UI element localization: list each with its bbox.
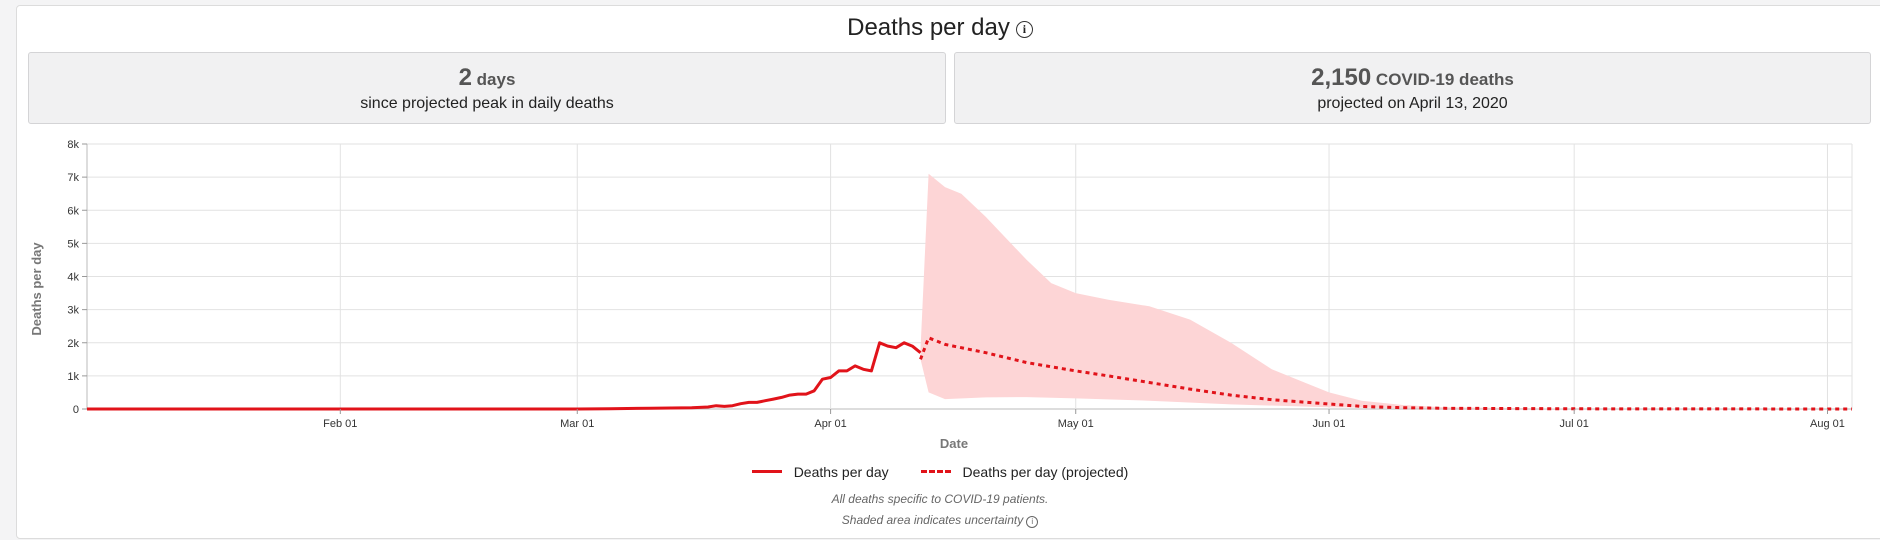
y-tick-label: 5k — [67, 238, 79, 250]
y-tick-label: 4k — [67, 272, 79, 284]
stat-subtitle: projected on April 13, 2020 — [1317, 95, 1508, 112]
x-tick-label: Jun 01 — [1313, 418, 1346, 430]
x-tick-label: Aug 01 — [1810, 418, 1845, 430]
legend-item-actual[interactable]: Deaths per day — [751, 463, 889, 480]
x-tick-label: Mar 01 — [560, 418, 594, 430]
stat-unit: COVID-19 deaths — [1375, 70, 1514, 89]
chart-series — [87, 336, 1853, 411]
y-tick-label: 1k — [67, 371, 79, 383]
uncertainty-band — [920, 173, 1852, 409]
info-icon[interactable]: i — [1026, 516, 1039, 528]
y-tick-label: 0 — [73, 404, 79, 416]
y-tick-label: 8k — [67, 139, 79, 151]
y-tick-label: 3k — [67, 305, 79, 317]
y-axis-title: Deaths per day — [29, 242, 44, 336]
x-tick-label: May 01 — [1058, 418, 1094, 430]
note-uncertainty: Shaded area indicates uncertainty i — [0, 513, 1880, 528]
stat-subtitle: since projected peak in daily deaths — [360, 95, 614, 112]
legend-label-projected: Deaths per day (projected) — [962, 463, 1129, 480]
stat-number: 2 — [458, 64, 472, 91]
y-tick-label: 7k — [67, 172, 79, 184]
chart-legend: Deaths per day Deaths per day (projected… — [0, 460, 1880, 480]
stat-card-days-since-peak: 2 days since projected peak in daily dea… — [28, 52, 946, 124]
stat-number: 2,150 — [1311, 64, 1372, 91]
legend-label-actual: Deaths per day — [793, 463, 889, 480]
y-axis-ticks: 0 1k 2k 3k 4k 5k 6k 7k 8k — [67, 139, 87, 416]
x-tick-label: Feb 01 — [323, 418, 357, 430]
x-tick-label: Jul 01 — [1559, 418, 1588, 430]
chart-title-text: Deaths per day — [847, 14, 1010, 41]
chart-title: Deaths per day i — [0, 14, 1880, 42]
x-axis-ticks: Feb 01 Mar 01 Apr 01 May 01 Jun 01 Jul 01 Aug … — [323, 409, 1845, 430]
x-tick-label: Apr 01 — [814, 418, 846, 430]
note-uncertainty-text: Shaded area indicates uncertainty — [841, 513, 1024, 527]
series-line-actual — [87, 341, 922, 411]
legend-swatch-dotted — [920, 470, 951, 473]
stat-unit: days — [476, 70, 516, 89]
stat-card-projected-deaths: 2,150 COVID-19 deaths projected on April… — [954, 52, 1871, 124]
note-covid-specific: All deaths specific to COVID-19 patients… — [831, 492, 1049, 506]
y-tick-label: 6k — [67, 205, 79, 217]
legend-item-projected[interactable]: Deaths per day (projected) — [920, 463, 1129, 480]
x-axis-title: Date — [940, 436, 968, 451]
legend-swatch-solid — [751, 470, 782, 473]
y-tick-label: 2k — [67, 338, 79, 350]
series-line-projected — [919, 336, 1853, 411]
info-icon[interactable]: i — [1015, 21, 1033, 38]
